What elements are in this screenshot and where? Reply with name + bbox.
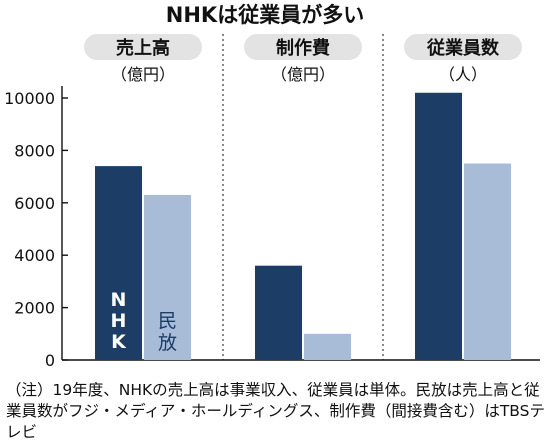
category-header-pill bbox=[244, 34, 362, 60]
y-tick-label: 6000 bbox=[14, 194, 55, 213]
category-header-pill bbox=[84, 34, 202, 60]
series-label-minpo-char: 民 bbox=[158, 310, 177, 332]
bars bbox=[95, 92, 511, 360]
series-label-nhk-char: N bbox=[111, 289, 127, 311]
bar-NHK-制作費 bbox=[255, 265, 302, 360]
category-label: 制作費 bbox=[276, 37, 330, 59]
y-tick-label: 4000 bbox=[14, 246, 55, 265]
series-label-nhk-char: H bbox=[111, 310, 127, 332]
bar-民放-売上高 bbox=[144, 194, 191, 360]
y-tick-label: 0 bbox=[45, 351, 55, 370]
y-axis: 0 2000 4000 6000 8000 10000 bbox=[4, 86, 540, 370]
category-unit: （人） bbox=[439, 65, 487, 84]
category-unit: （億円） bbox=[111, 65, 175, 84]
bar-民放-制作費 bbox=[304, 333, 351, 360]
category-headers: 売上高 （億円） 制作費 （億円） 従業員数 （人） bbox=[84, 34, 522, 84]
group-dividers bbox=[222, 34, 384, 360]
bar-NHK-売上高 bbox=[95, 166, 142, 360]
legend: NHK 民放 bbox=[111, 289, 177, 354]
series-label-nhk-char: K bbox=[111, 331, 127, 353]
chart-svg: NHKは従業員が多い 売上高 （億円） 制作費 （億円） 従業員数 （人） 0 2000 40… bbox=[4, 3, 540, 370]
bar-民放-従業員数 bbox=[464, 163, 511, 360]
chart-title: NHKは従業員が多い bbox=[166, 3, 364, 27]
footnote: （注）19年度、NHKの売上高は事業収入、従業員は単体。民放は売上高と従業員数が… bbox=[6, 381, 546, 441]
y-tick-label: 2000 bbox=[14, 299, 55, 318]
series-label-minpo-char: 放 bbox=[158, 332, 177, 354]
y-tick-label: 8000 bbox=[14, 141, 55, 160]
bar-NHK-従業員数 bbox=[415, 92, 462, 360]
category-label: 従業員数 bbox=[426, 37, 500, 59]
category-header-pill bbox=[404, 34, 522, 60]
y-tick-label: 10000 bbox=[4, 89, 55, 108]
category-label: 売上高 bbox=[116, 37, 170, 59]
category-unit: （億円） bbox=[271, 65, 335, 84]
